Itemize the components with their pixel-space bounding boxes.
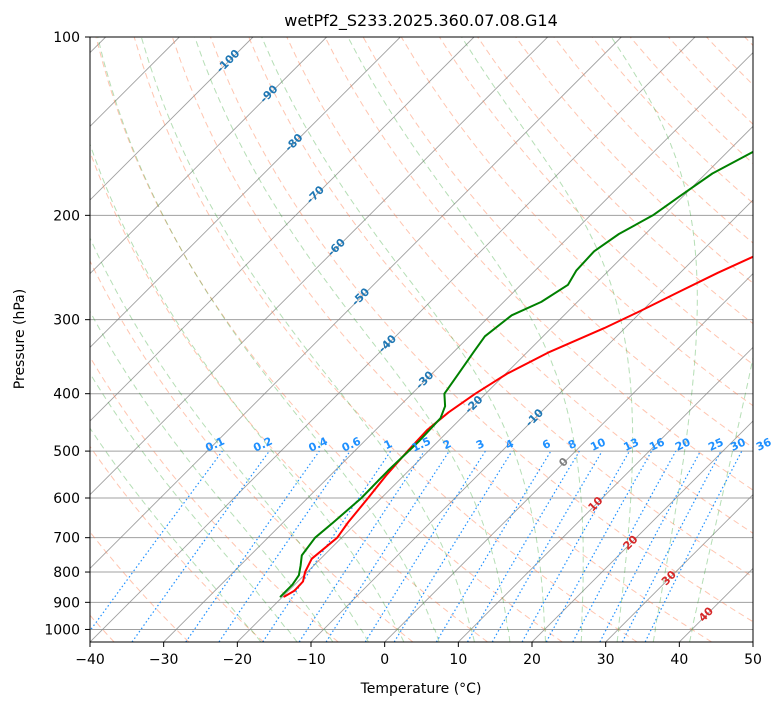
y-tick-label: 800 [53, 565, 80, 581]
dry-adiabat-line [90, 259, 414, 642]
y-tick-label: 300 [53, 313, 80, 329]
temperature-profile [283, 255, 753, 598]
mixing-ratio-line [90, 450, 223, 632]
moist-adiabat-line [347, 37, 584, 642]
moist-adiabat-line [194, 37, 511, 642]
dry-adiabat-line [210, 37, 753, 623]
mixing-ratio-line [545, 450, 653, 642]
x-tick-label: 10 [449, 652, 467, 668]
x-tick-label: 40 [670, 652, 688, 668]
y-tick-label: 100 [53, 30, 80, 46]
dry-adiabat-line [171, 37, 712, 642]
mixing-ratio-label: 16 [647, 435, 667, 453]
mixing-ratio-line [131, 450, 270, 642]
isotherm-line [90, 37, 622, 569]
x-tick-label: −30 [149, 652, 179, 668]
y-tick-label: 1000 [44, 622, 80, 638]
moist-adiabat-line [90, 236, 369, 642]
dry-adiabat-line [324, 37, 753, 491]
isotherm-line [90, 37, 696, 642]
isotherm-line [90, 37, 475, 422]
mixing-ratio-label: 20 [673, 435, 693, 453]
moist-adiabat-line [140, 37, 475, 642]
mixing-ratio-line [644, 450, 743, 642]
isotherm-line [605, 494, 753, 642]
moist-adiabat-line [97, 37, 440, 642]
moist-adiabat-line [90, 142, 405, 642]
moist-adiabat-line [689, 355, 753, 642]
mixing-ratio-label: 25 [706, 436, 725, 454]
y-tick-label: 200 [53, 208, 80, 224]
dry-adiabat-line [515, 37, 753, 284]
x-tick-label: 20 [523, 652, 541, 668]
y-tick-label: 600 [53, 491, 80, 507]
mixing-ratio-line [325, 450, 450, 642]
isotherm-line [90, 37, 254, 201]
plot-frame [89, 36, 754, 643]
y-tick-label: 700 [53, 531, 80, 547]
isotherm-line [163, 52, 753, 642]
dry-adiabat-line [133, 37, 638, 642]
mixing-ratio-label: 30 [728, 435, 748, 453]
mixing-ratio-line [218, 450, 351, 642]
x-axis-title: Temperature (°C) [360, 681, 482, 697]
isotherm-line [458, 346, 753, 642]
isotherm-line [237, 125, 753, 642]
moist-adiabat-line [90, 372, 298, 642]
dry-adiabat-line [248, 37, 753, 578]
x-tick-label: 50 [744, 652, 762, 668]
mixing-ratio-line [298, 450, 425, 642]
y-axis-title: Pressure (hPa) [12, 289, 28, 389]
mixing-ratio-line [185, 450, 320, 642]
mixing-ratio-line [521, 450, 631, 642]
mixing-ratio-label: 10 [588, 435, 608, 453]
dry-adiabat-line [286, 37, 753, 534]
isotherm-line [90, 37, 327, 275]
grid-layer [90, 37, 753, 642]
dry-adiabat-line [90, 356, 339, 642]
dry-adiabat-line [90, 445, 264, 642]
isotherm-line [531, 420, 753, 642]
mixing-ratio-label: 13 [622, 436, 641, 454]
x-tick-label: 0 [380, 652, 389, 668]
axis-layer: −40 −30 −20 −10 0 10 20 30 40 50 1000 900 800 700 600 5… [44, 30, 762, 668]
data-layer [279, 150, 753, 598]
x-tick-label: −20 [223, 652, 253, 668]
x-tick-label: 30 [597, 652, 615, 668]
mixing-ratio-line [262, 450, 392, 642]
isotherm-line [310, 199, 753, 642]
y-tick-label: 400 [53, 387, 80, 403]
isotherm-line [90, 37, 548, 496]
mixing-ratio-label: 36 [754, 435, 774, 453]
isotherm-line [90, 37, 401, 348]
moist-adiabat-line [90, 427, 262, 642]
isotherm-line [384, 273, 753, 642]
y-tick-label: 900 [53, 595, 80, 611]
x-tick-label: −40 [75, 652, 105, 668]
dewpoint-profile [279, 150, 753, 598]
dry-adiabat-line [95, 37, 563, 642]
chart-title: wetPf2_S233.2025.360.07.08.G14 [284, 11, 558, 31]
mixing-ratio-line [572, 450, 677, 642]
moist-adiabat-line [90, 310, 334, 642]
x-tick-label: −10 [296, 652, 326, 668]
mixing-ratio-line [393, 450, 513, 642]
moist-adiabat-line [461, 37, 634, 642]
y-tick-label: 500 [53, 444, 80, 460]
